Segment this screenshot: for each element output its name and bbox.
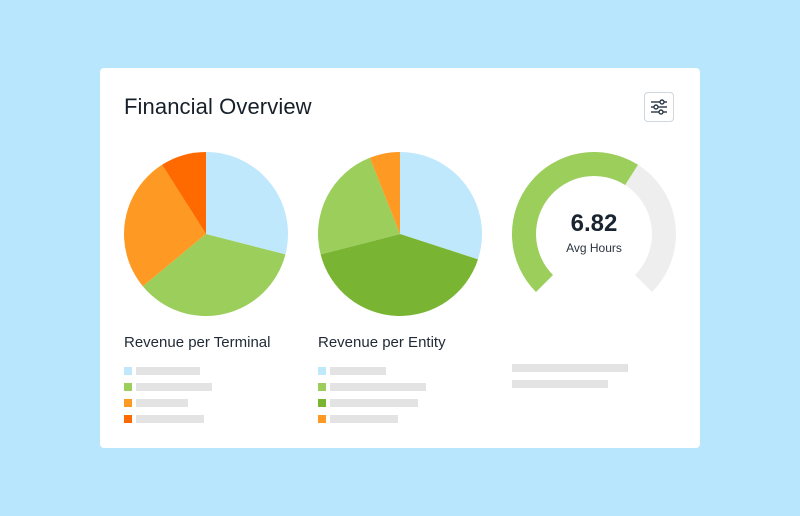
pie-slice — [318, 157, 400, 255]
legend-placeholder-bar — [330, 415, 398, 423]
legend-placeholder-bar — [330, 383, 426, 391]
legend-placeholder-bar — [330, 367, 386, 375]
settings-button[interactable] — [644, 92, 674, 122]
legend-swatch — [124, 415, 132, 423]
gauge-placeholder-line — [512, 364, 628, 372]
revenue-per-terminal-label: Revenue per Terminal — [124, 334, 271, 351]
legend-swatch — [318, 367, 326, 375]
revenue-per-entity-label: Revenue per Entity — [318, 334, 446, 351]
pie-slice — [206, 152, 288, 255]
legend-swatch — [124, 367, 132, 375]
pie-slice — [162, 152, 206, 234]
legend-placeholder-bar — [136, 399, 188, 407]
legend-placeholder-bar — [136, 367, 200, 375]
pie-slice — [369, 152, 400, 234]
pie-slice — [124, 164, 206, 287]
legend-placeholder-bar — [136, 383, 212, 391]
financial-overview-card: Financial Overview Revenue per Terminal … — [100, 68, 700, 448]
gauge-value: 6.82 — [570, 210, 618, 237]
legend-swatch — [318, 415, 326, 423]
sliders-icon — [651, 99, 667, 115]
gauge-placeholder-line — [512, 380, 608, 388]
legend-placeholder-bar — [330, 399, 418, 407]
gauge-fill — [512, 152, 638, 292]
legend-placeholder-bar — [136, 415, 204, 423]
revenue-per-terminal-pie-chart — [124, 152, 288, 316]
pie-slice — [142, 234, 286, 316]
pie-slice — [400, 152, 482, 260]
page-title: Financial Overview — [124, 94, 312, 119]
pie-slice — [320, 234, 478, 316]
avg-hours-gauge — [512, 152, 676, 292]
legend-swatch — [124, 399, 132, 407]
legend-swatch — [124, 383, 132, 391]
revenue-per-entity-pie-chart — [318, 152, 482, 316]
legend-swatch — [318, 399, 326, 407]
legend-swatch — [318, 383, 326, 391]
gauge-label: Avg Hours — [566, 241, 622, 255]
